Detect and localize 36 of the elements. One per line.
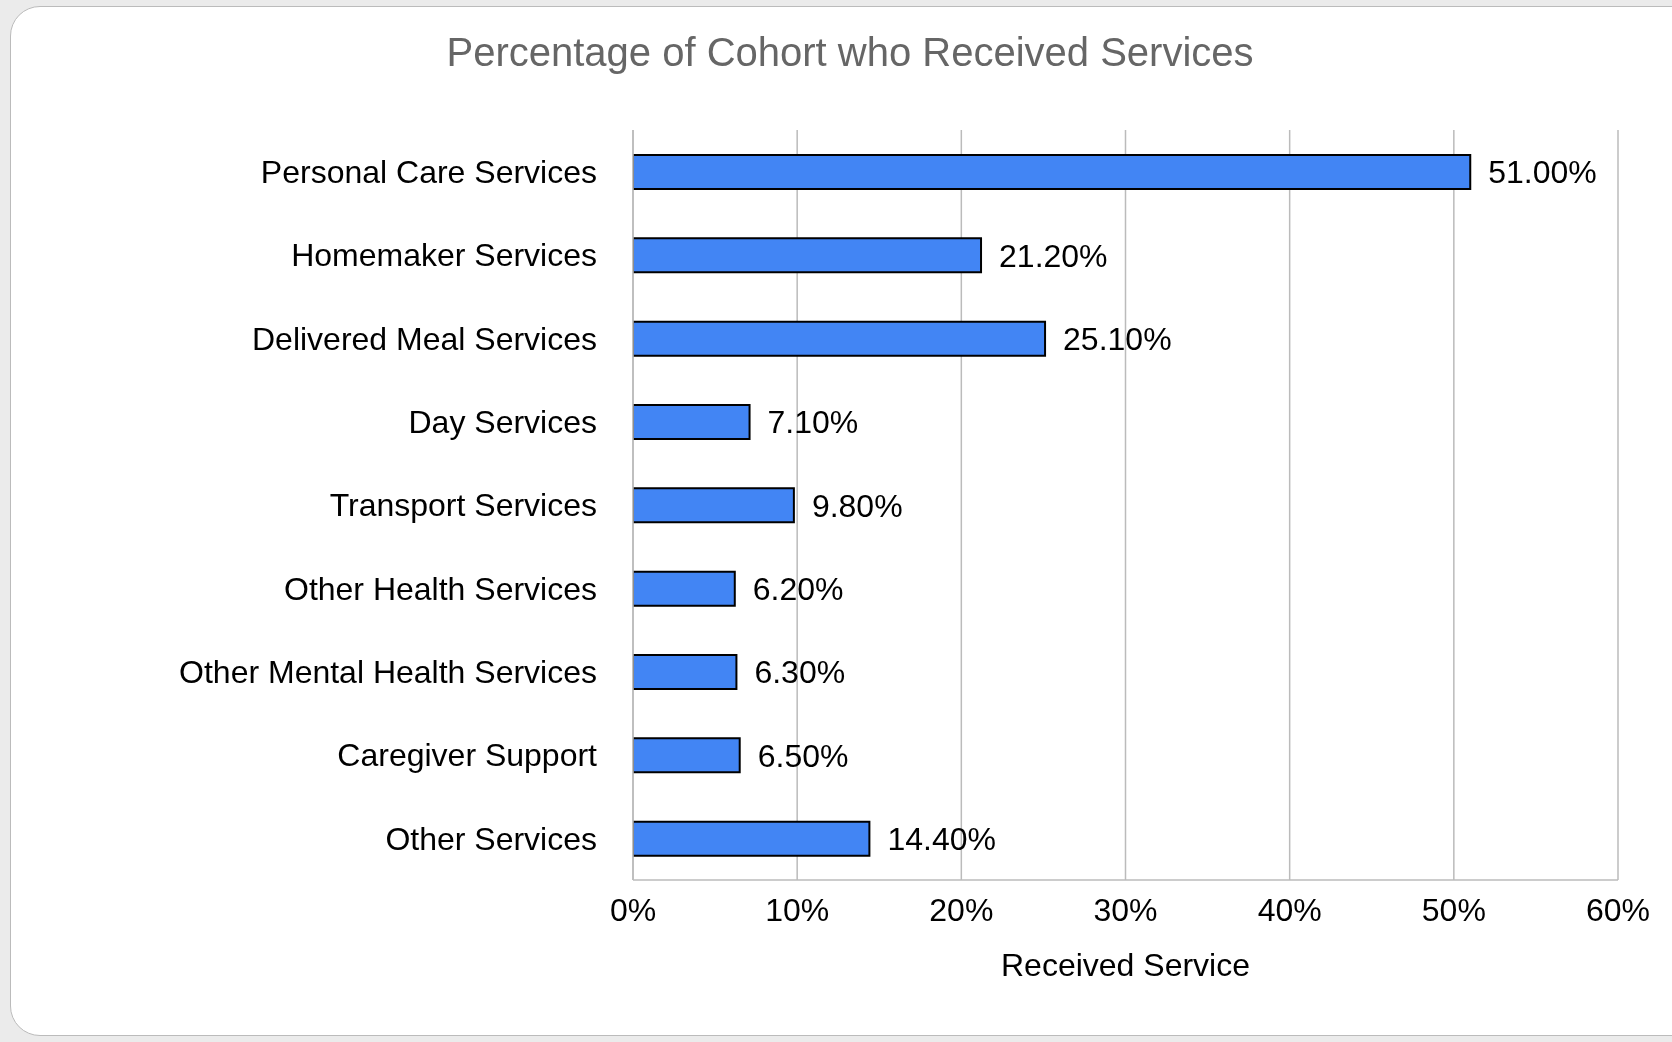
data-label: 21.20%	[999, 237, 1108, 274]
x-tick-label: 60%	[1585, 891, 1651, 928]
bar	[633, 654, 738, 690]
bar	[633, 237, 983, 274]
data-label: 25.10%	[1063, 321, 1172, 358]
data-label: 9.80%	[811, 487, 903, 524]
data-label: 6.20%	[752, 571, 844, 608]
data-label: 14.40%	[887, 821, 996, 858]
bar	[633, 154, 1472, 190]
bar	[633, 820, 871, 857]
y-tick-label: Delivered Meal Services	[251, 320, 597, 357]
y-tick-label: Personal Care Services	[260, 154, 597, 191]
bar	[633, 487, 795, 524]
x-tick-label: 10%	[765, 891, 830, 928]
x-tick-label: 40%	[1257, 891, 1322, 928]
bar	[633, 404, 751, 440]
y-tick-label: Other Health Services	[283, 570, 597, 607]
x-tick-label: 50%	[1421, 891, 1486, 928]
y-tick-label: Transport Services	[329, 487, 597, 524]
y-tick-label: Other Mental Health Services	[179, 654, 597, 691]
data-label: 6.50%	[757, 737, 849, 774]
y-tick-label: Caregiver Support	[337, 737, 598, 774]
y-tick-label: Homemaker Services	[291, 237, 597, 274]
bar	[633, 570, 736, 607]
data-label: 6.30%	[754, 654, 846, 691]
data-label: 51.00%	[1488, 154, 1597, 191]
y-tick-label: Day Services	[408, 404, 597, 441]
bar	[633, 737, 741, 774]
chart-title: Percentage of Cohort who Received Services	[445, 30, 1255, 75]
data-label: 7.10%	[767, 404, 859, 441]
x-tick-label: 30%	[1093, 891, 1158, 928]
bar	[633, 320, 1047, 357]
y-tick-label: Other Services	[385, 820, 597, 857]
x-tick-label: 20%	[929, 891, 994, 928]
x-axis-title: Received Service	[1001, 947, 1250, 983]
x-tick-label: 0%	[609, 891, 657, 928]
